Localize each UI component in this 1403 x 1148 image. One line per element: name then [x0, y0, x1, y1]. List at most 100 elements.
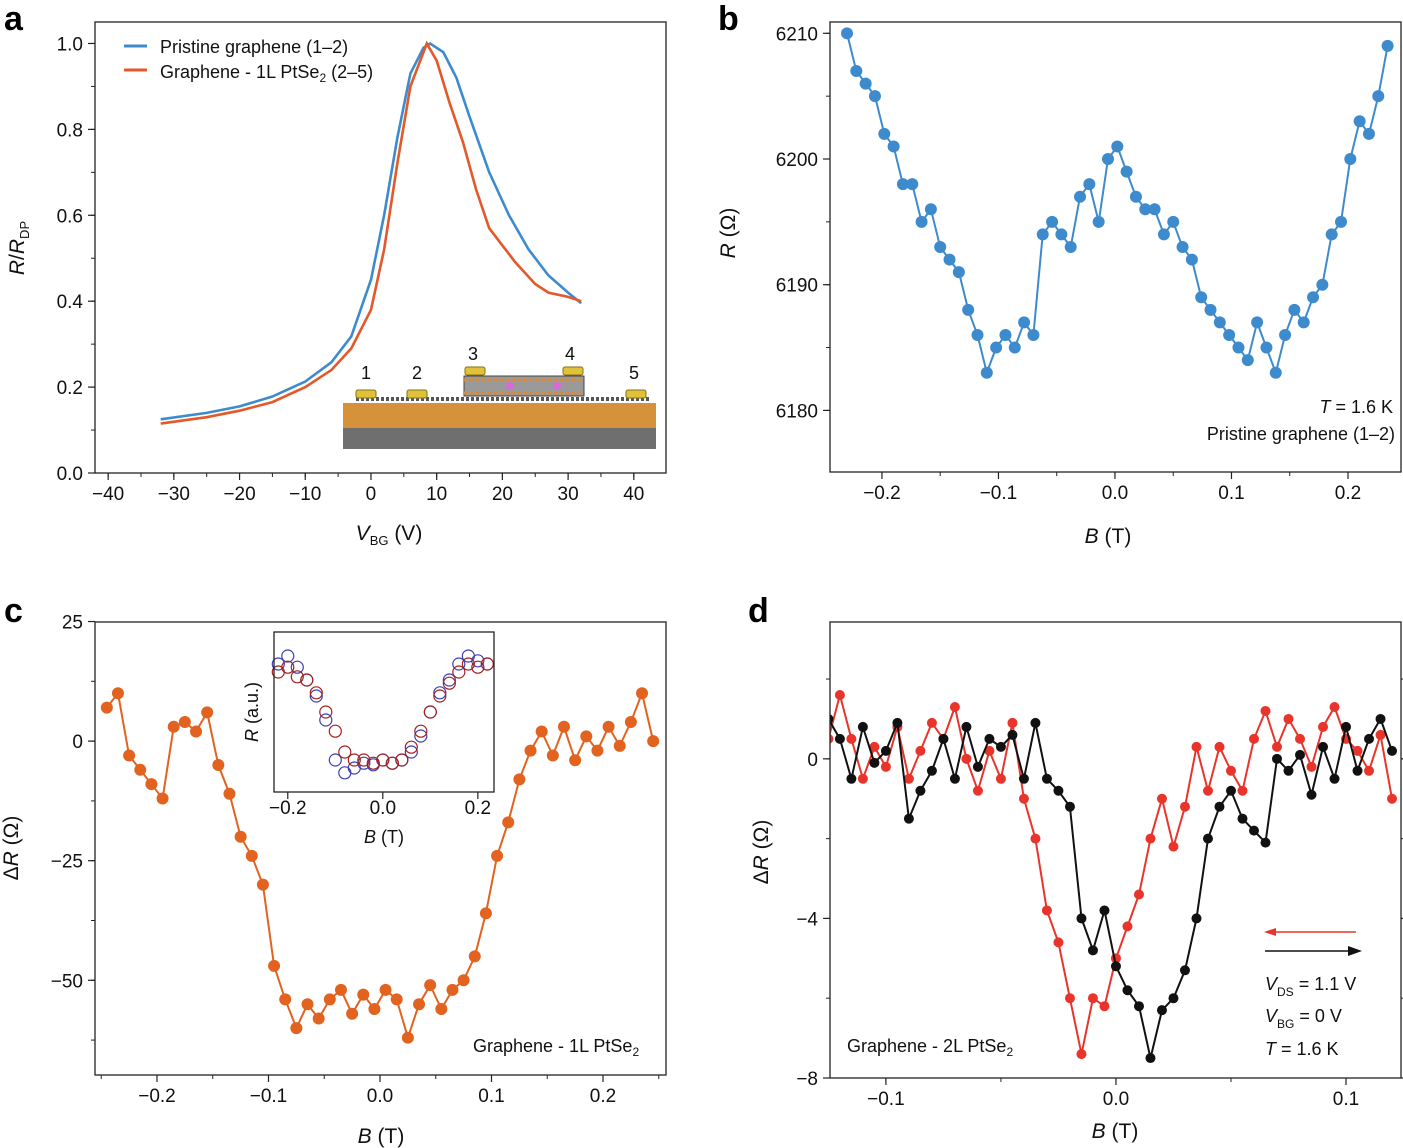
series-0-point — [999, 328, 1012, 341]
series-0-point — [446, 983, 459, 996]
x-tick-label: −40 — [92, 484, 124, 505]
x-tick-label: 0.1 — [1218, 483, 1244, 504]
series-0-point — [1353, 115, 1366, 128]
panel-letter-c: c — [4, 592, 23, 630]
panel-c-chart: −0.2 −0.1 0.0 0.1 0.2 −50 −25 0 25 −0.2 0.0 0.2 — [51, 613, 667, 1107]
series-0-point — [319, 713, 333, 727]
series-1-point — [926, 765, 937, 776]
series-0-point — [647, 735, 660, 748]
series-1-point — [1007, 729, 1018, 740]
series-1-point — [281, 660, 295, 674]
plot-frame — [829, 21, 1402, 473]
series-1-point — [461, 657, 475, 671]
series-1-point — [915, 785, 926, 796]
series-0-point — [1251, 316, 1264, 329]
y-tick-label: 0.2 — [57, 378, 83, 399]
series-0-point — [256, 878, 269, 891]
series-1-point — [452, 665, 466, 679]
series-1-point — [309, 686, 323, 700]
series-0-point — [390, 993, 403, 1006]
series-0-point — [156, 792, 169, 805]
series-1-point — [1283, 765, 1294, 776]
series-1-point — [1076, 913, 1087, 924]
series-0-point — [1248, 733, 1259, 744]
series-0-point — [943, 253, 956, 266]
series-0-point — [984, 745, 995, 756]
series-0-point — [524, 744, 537, 757]
x-tick-label: −20 — [223, 484, 255, 505]
series-0-point — [1375, 729, 1386, 740]
series-0-point — [995, 773, 1006, 784]
series-0-point — [435, 1002, 448, 1015]
series-0-point — [433, 686, 447, 700]
series-1-point — [376, 753, 390, 767]
series-0-point — [834, 690, 845, 701]
x-tick-label: −0.2 — [138, 1086, 176, 1107]
series-0-point — [1352, 745, 1363, 756]
panel-a-legend: Pristine graphene (1–2) Graphene - 1L Pt… — [124, 37, 373, 85]
contact-5 — [625, 389, 647, 399]
x-tick-label: 0.1 — [478, 1086, 504, 1107]
series-0-point — [602, 720, 615, 733]
plot-frame — [94, 21, 667, 474]
x-tick-label: −10 — [289, 484, 321, 505]
series-1-point — [972, 761, 983, 772]
series-1-point — [1064, 801, 1075, 812]
arrow-left-icon — [1264, 928, 1276, 936]
series-0-point — [1064, 993, 1075, 1004]
sweep-direction-arrows — [1264, 928, 1362, 956]
series-0-point — [1120, 165, 1133, 178]
contact-label-4: 4 — [565, 344, 575, 364]
series-0-point — [234, 830, 247, 843]
series-0-point — [1260, 705, 1271, 716]
series-0-point — [1225, 765, 1236, 776]
series-0-point — [971, 328, 984, 341]
legend-label-pristine: Pristine graphene (1–2) — [160, 37, 348, 57]
sio2-layer — [343, 403, 656, 428]
series-0-point — [1074, 190, 1087, 203]
panel-d-ylabel: ΔR (Ω) — [750, 820, 773, 885]
series-0-point — [271, 657, 285, 671]
si-substrate — [343, 428, 656, 449]
panel-a-xlabel: VBG (V) — [356, 522, 423, 548]
y-tick-label: −4 — [796, 909, 818, 930]
series-0-point — [100, 701, 113, 714]
series-1-point — [338, 745, 352, 759]
series-0-point — [338, 766, 352, 780]
panel-a-ylabel: R/RDP — [6, 221, 32, 275]
series-0-point — [868, 90, 881, 103]
series-0-point — [414, 729, 428, 743]
series-0-point — [1295, 733, 1306, 744]
series-1-point — [995, 741, 1006, 752]
series-0-point — [413, 998, 426, 1011]
series-0-point — [1334, 215, 1347, 228]
series-0-point — [1306, 761, 1317, 772]
series-1-line — [160, 40, 582, 425]
series-0-point — [190, 725, 203, 738]
panel-d-sample-label: Graphene - 2L PtSe2 — [847, 1036, 1013, 1059]
series-0-point — [424, 979, 437, 992]
series-0-point — [145, 778, 158, 791]
series-0-point — [1179, 801, 1190, 812]
series-0-point — [859, 77, 872, 90]
panel-letter-b: b — [718, 0, 739, 38]
series-0-point — [245, 849, 258, 862]
series-0-point — [557, 720, 570, 733]
series-0-point — [624, 715, 637, 728]
series-0-point — [934, 241, 947, 253]
series-0-point — [1387, 793, 1398, 804]
series-0-point — [830, 734, 834, 744]
contact-label-2: 2 — [412, 363, 422, 383]
series-0-point — [962, 303, 975, 316]
series-0-point — [268, 959, 281, 972]
panel-d-xlabel: B (T) — [1092, 1120, 1139, 1143]
series-group — [830, 690, 1398, 1064]
series-0-point — [906, 178, 919, 191]
x-tick-label: 0.1 — [1333, 1089, 1359, 1110]
series-1-point — [1087, 945, 1098, 956]
legend-label-1l-ptse2: Graphene - 1L PtSe2 (2–5) — [160, 62, 373, 85]
series-0-point — [846, 733, 857, 744]
series-0-point — [949, 701, 960, 712]
series-0-point — [878, 127, 891, 140]
series-1-point — [385, 756, 399, 770]
